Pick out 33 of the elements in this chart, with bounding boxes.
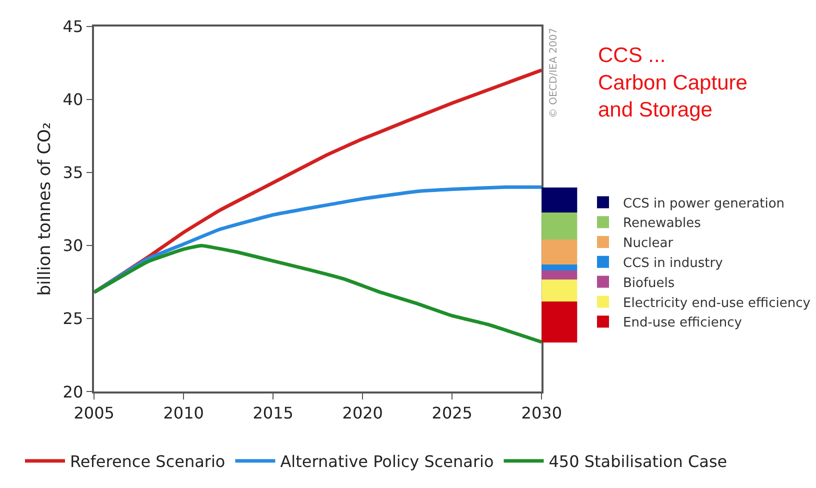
legend-label: End-use efficiency [623, 316, 742, 331]
legend-label: CCS in power generation [623, 196, 785, 212]
x-tick-label: 2005 [74, 404, 114, 423]
x-tick-label: 2020 [342, 404, 383, 423]
y-tick-label: 45 [62, 16, 84, 36]
bar [542, 212, 578, 240]
y-axis-title: billion tonnes of CO₂ [34, 122, 55, 296]
annotation: © OECD/IEA 2007 [548, 28, 560, 118]
y-tick-label: 25 [62, 309, 84, 328]
legend-label: CCS in industry [623, 256, 724, 271]
x-tick-label: 2025 [432, 404, 472, 423]
legend-label: Electricity end-use efficiency [623, 296, 811, 311]
x-tick-label: 2010 [163, 404, 204, 423]
legend-label: Reference Scenario [70, 452, 226, 472]
annotation: CCS ... Carbon Capture and Storage [598, 44, 748, 122]
bar [542, 270, 578, 280]
bar [542, 187, 578, 212]
bar [542, 239, 578, 264]
line-series [94, 244, 542, 344]
legend-label: Renewables [623, 216, 702, 232]
x-tick-label: 2030 [521, 404, 562, 423]
bar [542, 264, 578, 270]
bar [542, 301, 578, 342]
legend-label: Nuclear [623, 236, 674, 252]
legend-label: 450 Stabilisation Case [548, 452, 728, 472]
legend-label: Biofuels [623, 276, 675, 291]
bar [542, 279, 578, 302]
y-tick-label: 35 [62, 163, 84, 182]
y-tick-label: 20 [62, 382, 84, 402]
y-tick-label: 40 [62, 90, 84, 110]
x-tick-label: 2015 [252, 404, 294, 423]
y-tick-label: 30 [62, 236, 84, 256]
legend-label: Alternative Policy Scenario [280, 452, 494, 472]
